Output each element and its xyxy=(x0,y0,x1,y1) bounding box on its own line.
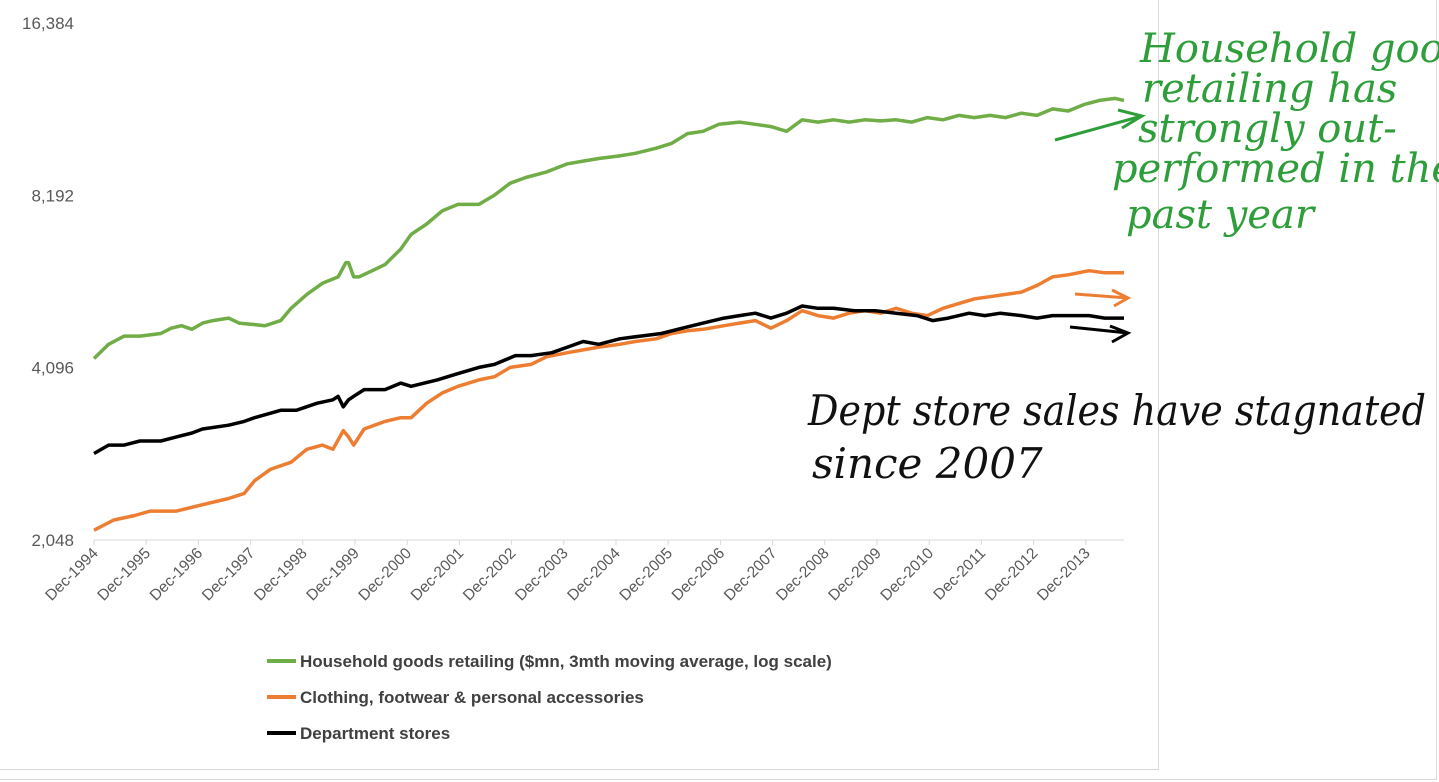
x-tick-label: Dec-2012 xyxy=(982,545,1042,605)
x-tick-label: Dec-2010 xyxy=(877,545,937,605)
x-tick-label: Dec-2004 xyxy=(564,545,624,605)
green-note-line-5: past year xyxy=(1126,192,1317,238)
green-arrow-icon xyxy=(1054,108,1146,142)
x-tick-label: Dec-2000 xyxy=(355,545,415,605)
x-tick-label: Dec-2005 xyxy=(616,545,676,605)
series-line-clothing xyxy=(93,268,1124,532)
black-note-line-2: since 2007 xyxy=(812,439,1043,488)
x-tick-label: Dec-2013 xyxy=(1034,545,1094,605)
orange-arrow-icon xyxy=(1074,288,1132,308)
legend: Household goods retailing ($mn, 3mth mov… xyxy=(267,652,832,743)
x-tick-label: Dec-1995 xyxy=(94,545,154,605)
legend-label-household: Household goods retailing ($mn, 3mth mov… xyxy=(300,652,832,671)
legend-label-department: Department stores xyxy=(300,724,450,743)
x-tick-label: Dec-2008 xyxy=(773,545,833,605)
y-tick-label: 16,384 xyxy=(22,14,74,33)
x-tick-label: Dec-1999 xyxy=(303,545,363,605)
handwritten-annotation-black: Dept store sales have stagnated since 20… xyxy=(807,288,1426,488)
series-lines xyxy=(92,96,1125,532)
legend-item-clothing: Clothing, footwear & personal accessorie… xyxy=(267,688,644,707)
x-tick-label: Dec-2002 xyxy=(460,545,520,605)
legend-label-clothing: Clothing, footwear & personal accessorie… xyxy=(300,688,644,707)
handwritten-annotation-green: Household goods retailing has strongly o… xyxy=(1054,26,1439,238)
x-tick-label: Dec-2003 xyxy=(512,545,572,605)
series-line-household xyxy=(92,96,1125,360)
x-tick-label: Dec-1994 xyxy=(42,545,102,605)
x-axis: Dec-1994Dec-1995Dec-1996Dec-1997Dec-1998… xyxy=(42,540,1094,605)
x-tick-label: Dec-2009 xyxy=(825,545,885,605)
legend-item-household: Household goods retailing ($mn, 3mth mov… xyxy=(267,652,832,671)
black-arrow-icon xyxy=(1069,324,1132,344)
series-line-department xyxy=(93,304,1124,456)
x-tick-label: Dec-2006 xyxy=(669,545,729,605)
black-note-line-1: Dept store sales have stagnated xyxy=(807,386,1426,435)
y-tick-label: 2,048 xyxy=(31,531,74,550)
legend-item-department: Department stores xyxy=(267,724,450,743)
x-tick-label: Dec-2011 xyxy=(930,545,989,604)
green-note-line-4: performed in the xyxy=(1112,146,1439,192)
green-note-line-1: Household goods xyxy=(1139,26,1439,72)
green-note-line-3: strongly out- xyxy=(1138,106,1397,152)
y-tick-label: 8,192 xyxy=(31,186,74,205)
x-tick-label: Dec-1998 xyxy=(251,545,311,605)
x-tick-label: Dec-1996 xyxy=(147,545,207,605)
y-tick-label: 4,096 xyxy=(31,359,74,378)
x-tick-label: Dec-2007 xyxy=(721,545,781,605)
y-axis: 16,384 8,192 4,096 2,048 xyxy=(22,14,74,550)
green-note-line-2: retailing has xyxy=(1142,66,1397,112)
x-tick-label: Dec-1997 xyxy=(199,545,259,605)
chart-area-border xyxy=(0,0,1159,770)
x-tick-label: Dec-2001 xyxy=(408,545,468,605)
